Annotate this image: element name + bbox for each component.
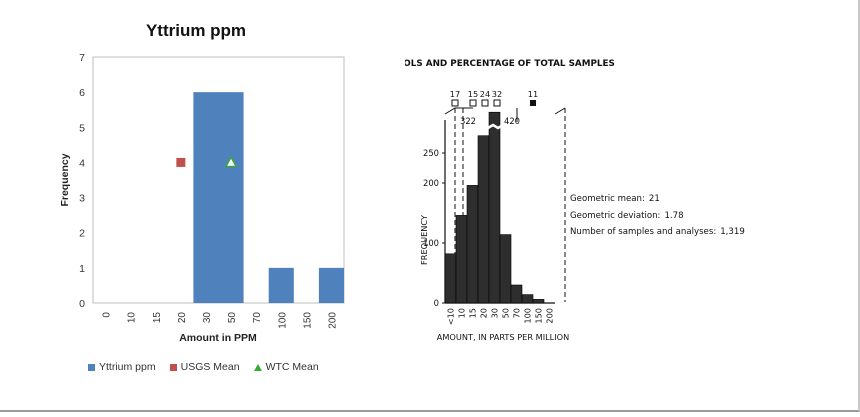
right-x-axis-label: AMOUNT, IN PARTS PER MILLION bbox=[437, 332, 569, 342]
stat-label: Number of samples and analyses: bbox=[570, 227, 717, 237]
symbol-percentage: 15 bbox=[468, 89, 478, 99]
right-x-tick-label: 100 bbox=[523, 308, 533, 324]
left-y-tick-label: 1 bbox=[79, 263, 85, 275]
left-y-tick-label: 6 bbox=[79, 87, 85, 99]
right-chart-stats: Geometric mean: 21 Geometric deviation: 1.… bbox=[570, 191, 749, 241]
legend-label-yttrium: Yttrium ppm bbox=[99, 361, 156, 373]
left-x-tick-label: 15 bbox=[152, 312, 163, 324]
right-y-tick-label: 250 bbox=[423, 148, 439, 158]
legend-swatch-usgs bbox=[169, 363, 177, 371]
right-bar-4 bbox=[488, 111, 501, 304]
right-x-tick-label: 30 bbox=[490, 308, 500, 318]
stat-geometric-mean: Geometric mean: 21 bbox=[570, 191, 749, 208]
left-bar-200 bbox=[318, 267, 344, 303]
stat-label: Geometric deviation: bbox=[570, 210, 661, 221]
symbol-percentage: 32 bbox=[492, 89, 502, 99]
bar-label-420: 420 bbox=[504, 116, 520, 126]
stat-geometric-deviation: Geometric deviation: 1.78 bbox=[570, 208, 749, 225]
left-x-tick-label: 10 bbox=[127, 312, 138, 324]
right-x-tick-label: <10 bbox=[446, 308, 456, 325]
symbol-marker bbox=[481, 99, 489, 107]
right-bar-0 bbox=[444, 253, 457, 304]
right-x-tick-label: 10 bbox=[457, 308, 467, 318]
right-y-axis-label: FREQUENCY bbox=[419, 214, 429, 265]
usgs-histogram-chart: SYMBOLS AND PERCENTAGE OF TOTAL SAMPLES … bbox=[405, 59, 615, 342]
right-x-tick-label: 50 bbox=[501, 308, 511, 318]
left-x-tick-label: 0 bbox=[102, 312, 113, 318]
left-y-tick-label: 0 bbox=[79, 298, 85, 310]
legend-item-usgs: USGS Mean bbox=[169, 361, 240, 373]
stat-label: Geometric mean: bbox=[570, 194, 645, 204]
legend-swatch-yttrium bbox=[88, 363, 95, 371]
right-x-tick-label: 150 bbox=[534, 308, 544, 324]
right-bar-1 bbox=[455, 215, 468, 304]
wtc-mean-marker bbox=[224, 155, 238, 168]
left-x-axis-label: Amount in PPM bbox=[179, 332, 257, 344]
left-y-tick-label: 5 bbox=[79, 122, 85, 134]
left-x-tick-label: 20 bbox=[177, 312, 188, 324]
right-bar-3 bbox=[477, 135, 490, 304]
left-x-tick-label: 150 bbox=[302, 312, 313, 329]
right-x-tick-label: 200 bbox=[545, 308, 555, 324]
left-x-tick-label: 70 bbox=[252, 312, 263, 324]
right-x-tick-label: 20 bbox=[479, 308, 489, 318]
left-x-tick-label: 100 bbox=[277, 312, 288, 329]
symbol-marker-filled bbox=[530, 100, 536, 106]
left-bar-30 bbox=[193, 92, 219, 304]
right-y-tick-label: 200 bbox=[423, 178, 439, 188]
stat-sample-count: Number of samples and analyses: 1,319 bbox=[570, 224, 749, 241]
legend-label-usgs: USGS Mean bbox=[180, 361, 240, 373]
right-chart-title: SYMBOLS AND PERCENTAGE OF TOTAL SAMPLES bbox=[405, 59, 615, 69]
legend-item-wtc: WTC Mean bbox=[253, 361, 319, 373]
left-chart-legend: Yttrium ppm USGS Mean WTC Mean bbox=[88, 361, 319, 373]
stat-value: 21 bbox=[648, 194, 660, 204]
right-x-tick-label: 15 bbox=[468, 308, 478, 318]
bar-label-322: 322 bbox=[460, 116, 476, 126]
usgs-mean-marker bbox=[176, 157, 186, 167]
left-bar-100 bbox=[268, 267, 294, 303]
right-x-tick-label: 70 bbox=[512, 308, 522, 318]
legend-item-yttrium: Yttrium ppm bbox=[88, 361, 156, 373]
right-bar-2 bbox=[466, 185, 479, 304]
left-y-tick-label: 4 bbox=[79, 157, 85, 169]
stat-value: 1,319 bbox=[720, 227, 745, 237]
legend-swatch-wtc bbox=[253, 363, 262, 371]
right-y-tick-label: 100 bbox=[423, 238, 439, 248]
symbol-percentage: 24 bbox=[480, 89, 490, 99]
right-y-tick-label: 0 bbox=[434, 298, 439, 308]
bar-break-mark bbox=[477, 123, 504, 130]
symbol-percentage: 17 bbox=[450, 89, 460, 99]
symbol-marker bbox=[493, 99, 501, 107]
left-y-tick-label: 2 bbox=[79, 228, 85, 240]
left-x-tick-label: 200 bbox=[327, 312, 338, 329]
right-bar-6 bbox=[510, 284, 523, 304]
symbol-marker bbox=[469, 99, 477, 107]
left-y-tick-label: 3 bbox=[79, 193, 85, 205]
right-bar-5 bbox=[499, 234, 512, 304]
yttrium-chart: Yttrium ppm 0 1 2 3 4 5 6 7 0 10 15 20 30 50 70 100 150… bbox=[59, 21, 345, 344]
left-chart-title: Yttrium ppm bbox=[146, 21, 246, 40]
left-x-tick-label: 30 bbox=[202, 312, 213, 324]
stat-value: 1.78 bbox=[664, 210, 684, 221]
left-y-axis-label: Frequency bbox=[59, 153, 71, 206]
legend-label-wtc: WTC Mean bbox=[265, 361, 319, 373]
symbol-percentage: 11 bbox=[528, 89, 538, 99]
left-y-tick-label: 7 bbox=[79, 52, 85, 64]
symbol-marker bbox=[451, 99, 459, 107]
left-bar-50 bbox=[218, 92, 244, 304]
right-bar-7 bbox=[521, 294, 534, 304]
left-x-tick-label: 50 bbox=[227, 312, 238, 324]
right-bar-8 bbox=[532, 299, 545, 304]
